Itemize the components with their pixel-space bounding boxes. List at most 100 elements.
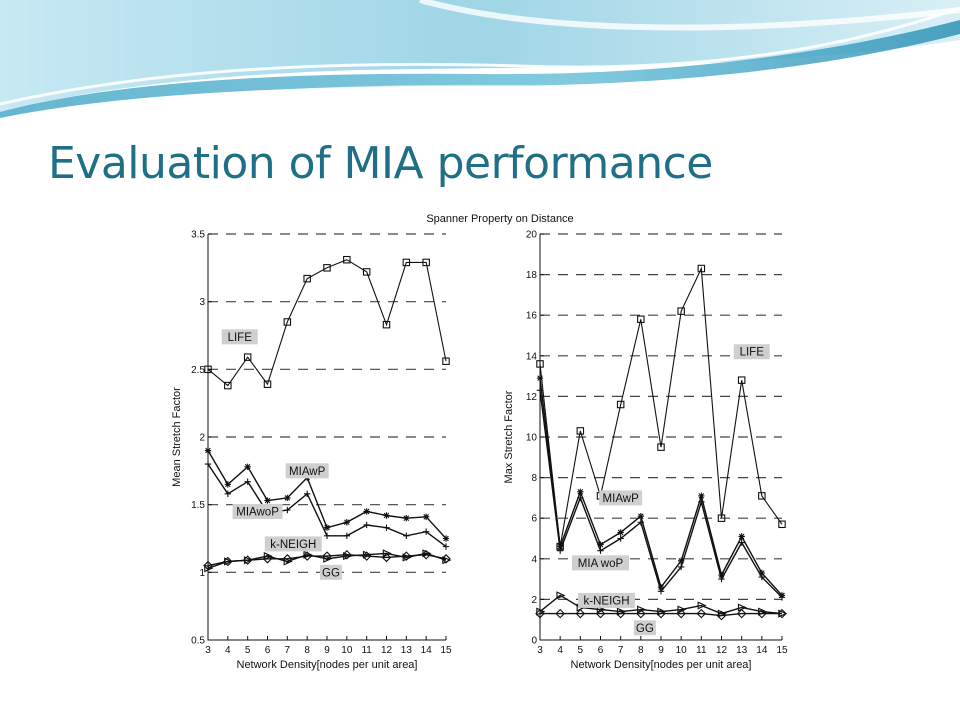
data-point-miawop — [778, 594, 786, 601]
data-point-miawop — [597, 547, 604, 554]
data-point-miawp — [536, 374, 544, 382]
data-point-k-neigh — [637, 605, 647, 614]
data-point-life — [343, 255, 351, 264]
x-tick-label: 7 — [285, 645, 291, 656]
chart-title: Spanner Property on Distance — [426, 213, 573, 225]
data-point-miawp — [637, 512, 645, 520]
x-tick-label: 6 — [265, 645, 271, 656]
series-label-box-miawop — [572, 555, 629, 571]
series-label-miawop: MIAwoP — [236, 506, 279, 518]
data-point-miawp — [343, 519, 351, 526]
y-tick-label: 14 — [526, 351, 538, 362]
data-point-gg — [381, 552, 392, 563]
series-label-box-miawp — [599, 490, 643, 506]
x-tick-label: 13 — [736, 645, 748, 656]
data-point-life — [616, 400, 625, 409]
data-point-miawp — [284, 494, 291, 502]
data-point-gg — [282, 554, 293, 564]
data-point-gg — [757, 608, 767, 619]
data-point-miawp — [597, 541, 604, 548]
data-point-miawp — [204, 447, 212, 454]
data-point-life — [362, 268, 371, 276]
x-tick-label: 4 — [225, 645, 231, 656]
data-point-miawop — [204, 460, 212, 468]
data-point-gg — [736, 608, 747, 619]
y-tick-label: 2 — [199, 433, 205, 444]
data-point-gg — [223, 556, 233, 567]
data-point-life — [224, 381, 232, 390]
data-point-miawp — [657, 584, 665, 591]
data-point-life — [758, 492, 766, 500]
series-line-gg — [207, 553, 447, 567]
y-tick-label: 10 — [526, 433, 538, 444]
data-point-miawop — [383, 524, 390, 531]
data-point-k-neigh — [677, 605, 687, 614]
y-tick-label: 20 — [526, 230, 538, 241]
data-point-miawp — [383, 512, 390, 519]
series-label-box-miawp — [285, 463, 329, 479]
data-point-gg — [656, 608, 666, 619]
data-point-life — [283, 318, 292, 326]
x-tick-label: 8 — [304, 645, 310, 656]
data-point-k-neigh — [697, 601, 707, 610]
mean-stretch-factor-chart: 0.5 1 1.5 2 2.5 3 3.5 3 4 5 6 7 8 9 10 11 12 13 14 15 Networ… — [171, 230, 452, 672]
data-point-miawp — [323, 524, 331, 531]
data-point-gg — [262, 554, 273, 564]
x-tick-label: 9 — [658, 645, 664, 656]
max-stretch-factor-chart: 0 2 4 6 8 10 12 14 16 18 20 3 4 5 6 7 8 9 10 11 12 13 14 15 Netw… — [503, 230, 788, 672]
data-point-miawop — [738, 539, 745, 546]
data-point-gg — [555, 608, 565, 619]
data-point-miawp — [363, 508, 370, 515]
data-point-life — [677, 307, 685, 315]
slide-header-banner — [0, 0, 960, 123]
series-label-box-gg — [633, 620, 656, 636]
y-tick-label: 6 — [531, 514, 537, 525]
data-point-miawop — [677, 563, 685, 571]
series-label-k-neigh: k-NEIGH — [270, 539, 316, 551]
data-point-k-neigh — [382, 549, 392, 558]
chart-figure: 0.5 1 1.5 2 2.5 3 3.5 3 4 5 6 7 8 9 10 11 12 13 14 15 Networ… — [158, 200, 802, 684]
y-tick-label: 8 — [531, 473, 537, 484]
data-point-gg — [203, 560, 213, 571]
data-point-gg — [595, 608, 606, 619]
data-point-life — [382, 320, 391, 329]
data-point-miawop — [442, 543, 450, 550]
series-label-miawp: MIAwP — [603, 493, 640, 505]
data-point-gg — [242, 555, 253, 565]
data-point-gg — [636, 608, 646, 619]
x-tick-label: 12 — [716, 645, 728, 656]
data-point-miawp — [758, 569, 766, 577]
series-label-box-k-neigh — [578, 592, 636, 608]
series-label-k-neigh: k-NEIGH — [584, 595, 630, 607]
data-point-gg — [696, 608, 707, 619]
x-axis-label: Network Density[nodes per unit area] — [237, 659, 418, 671]
x-tick-label: 14 — [421, 645, 433, 656]
x-tick-label: 12 — [381, 645, 393, 656]
x-tick-label: 7 — [618, 645, 624, 656]
series-label-life: LIFE — [228, 332, 253, 344]
data-point-miawop — [577, 494, 584, 502]
data-point-miawop — [536, 387, 544, 394]
series-label-miawop: MIA woP — [578, 558, 624, 570]
data-point-life — [637, 315, 645, 324]
series-label-gg: GG — [322, 567, 340, 579]
x-tick-label: 3 — [537, 645, 543, 656]
data-point-miawop — [343, 532, 351, 539]
x-tick-label: 5 — [578, 645, 584, 656]
y-tick-label: 12 — [526, 392, 538, 403]
data-point-life — [402, 258, 411, 267]
x-tick-label: 15 — [776, 645, 788, 656]
series-label-life: LIFE — [740, 347, 765, 359]
data-point-k-neigh — [737, 603, 748, 612]
series-line-gg — [540, 612, 782, 617]
y-tick-label: 0 — [531, 636, 537, 647]
data-point-life — [442, 357, 450, 365]
data-point-miawp — [244, 463, 251, 470]
data-point-life — [576, 427, 585, 435]
x-tick-label: 3 — [205, 645, 211, 656]
series-label-box-k-neigh — [264, 536, 322, 552]
data-point-miawp — [698, 492, 705, 500]
data-point-miawop — [422, 528, 430, 535]
data-point-life — [536, 360, 544, 368]
data-point-miawop — [657, 588, 665, 595]
